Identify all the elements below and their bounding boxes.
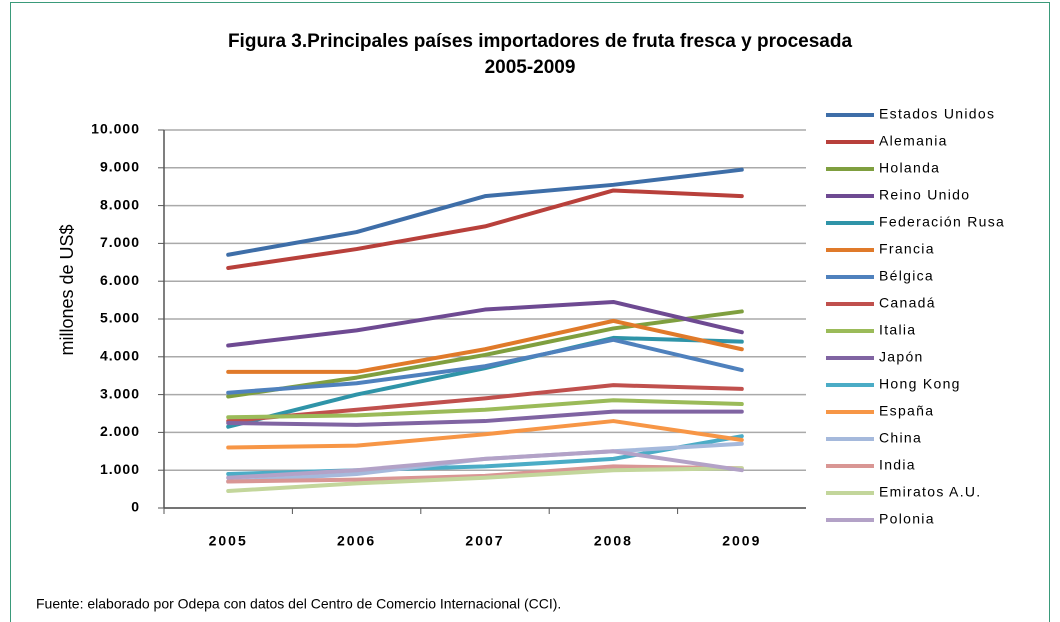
legend-label: China xyxy=(879,430,922,446)
legend-label: Federación Rusa xyxy=(879,214,1005,230)
series-line xyxy=(226,466,744,493)
y-axis-label: millones de US$ xyxy=(57,224,77,355)
x-tick-label: 2008 xyxy=(594,533,633,549)
legend-label: Estados Unidos xyxy=(879,106,995,122)
y-tick-label: 2.000 xyxy=(100,423,140,439)
legend-label: Holanda xyxy=(879,160,940,176)
series-line xyxy=(226,188,744,270)
x-tick-label: 2007 xyxy=(465,533,504,549)
legend-label: España xyxy=(879,403,934,419)
legend-label: Italia xyxy=(879,322,916,338)
series-line xyxy=(226,398,744,420)
series-line xyxy=(226,309,744,399)
chart-title: Figura 3.Principales países importadores… xyxy=(228,31,853,52)
y-tick-label: 6.000 xyxy=(100,272,140,288)
series-line xyxy=(226,449,744,480)
legend-label: Polonia xyxy=(879,511,935,527)
y-tick-label: 7.000 xyxy=(100,234,140,250)
x-tick-label: 2006 xyxy=(337,533,376,549)
x-tick-label: 2009 xyxy=(722,533,761,549)
legend-label: Francia xyxy=(879,241,935,257)
legend-label: Reino Unido xyxy=(879,187,970,203)
series-line xyxy=(226,299,744,348)
legend-label: Hong Kong xyxy=(879,376,961,392)
series-line xyxy=(226,167,744,257)
legend-label: Alemania xyxy=(879,133,948,149)
y-tick-label: 9.000 xyxy=(100,159,140,175)
legend-label: Emiratos A.U. xyxy=(879,484,981,500)
y-tick-label: 8.000 xyxy=(100,196,140,212)
chart-subtitle: 2005-2009 xyxy=(485,57,576,78)
legend-label: India xyxy=(879,457,916,473)
source-note: Fuente: elaborado por Odepa con datos de… xyxy=(36,596,561,612)
y-tick-label: 4.000 xyxy=(100,348,140,364)
y-tick-label: 5.000 xyxy=(100,310,140,326)
legend-label: Bélgica xyxy=(879,268,934,284)
y-tick-label: 3.000 xyxy=(100,385,140,401)
series-line xyxy=(226,383,744,424)
y-tick-label: 0 xyxy=(131,499,140,515)
y-tick-label: 10.000 xyxy=(91,121,140,137)
frame xyxy=(10,2,1050,622)
x-tick-label: 2005 xyxy=(209,533,248,549)
y-tick-label: 1.000 xyxy=(100,461,140,477)
legend-label: Canadá xyxy=(879,295,936,311)
series-line xyxy=(226,419,744,450)
legend-label: Japón xyxy=(879,349,924,365)
series-line xyxy=(226,409,744,427)
series-line xyxy=(226,318,744,374)
series-line xyxy=(226,337,744,395)
